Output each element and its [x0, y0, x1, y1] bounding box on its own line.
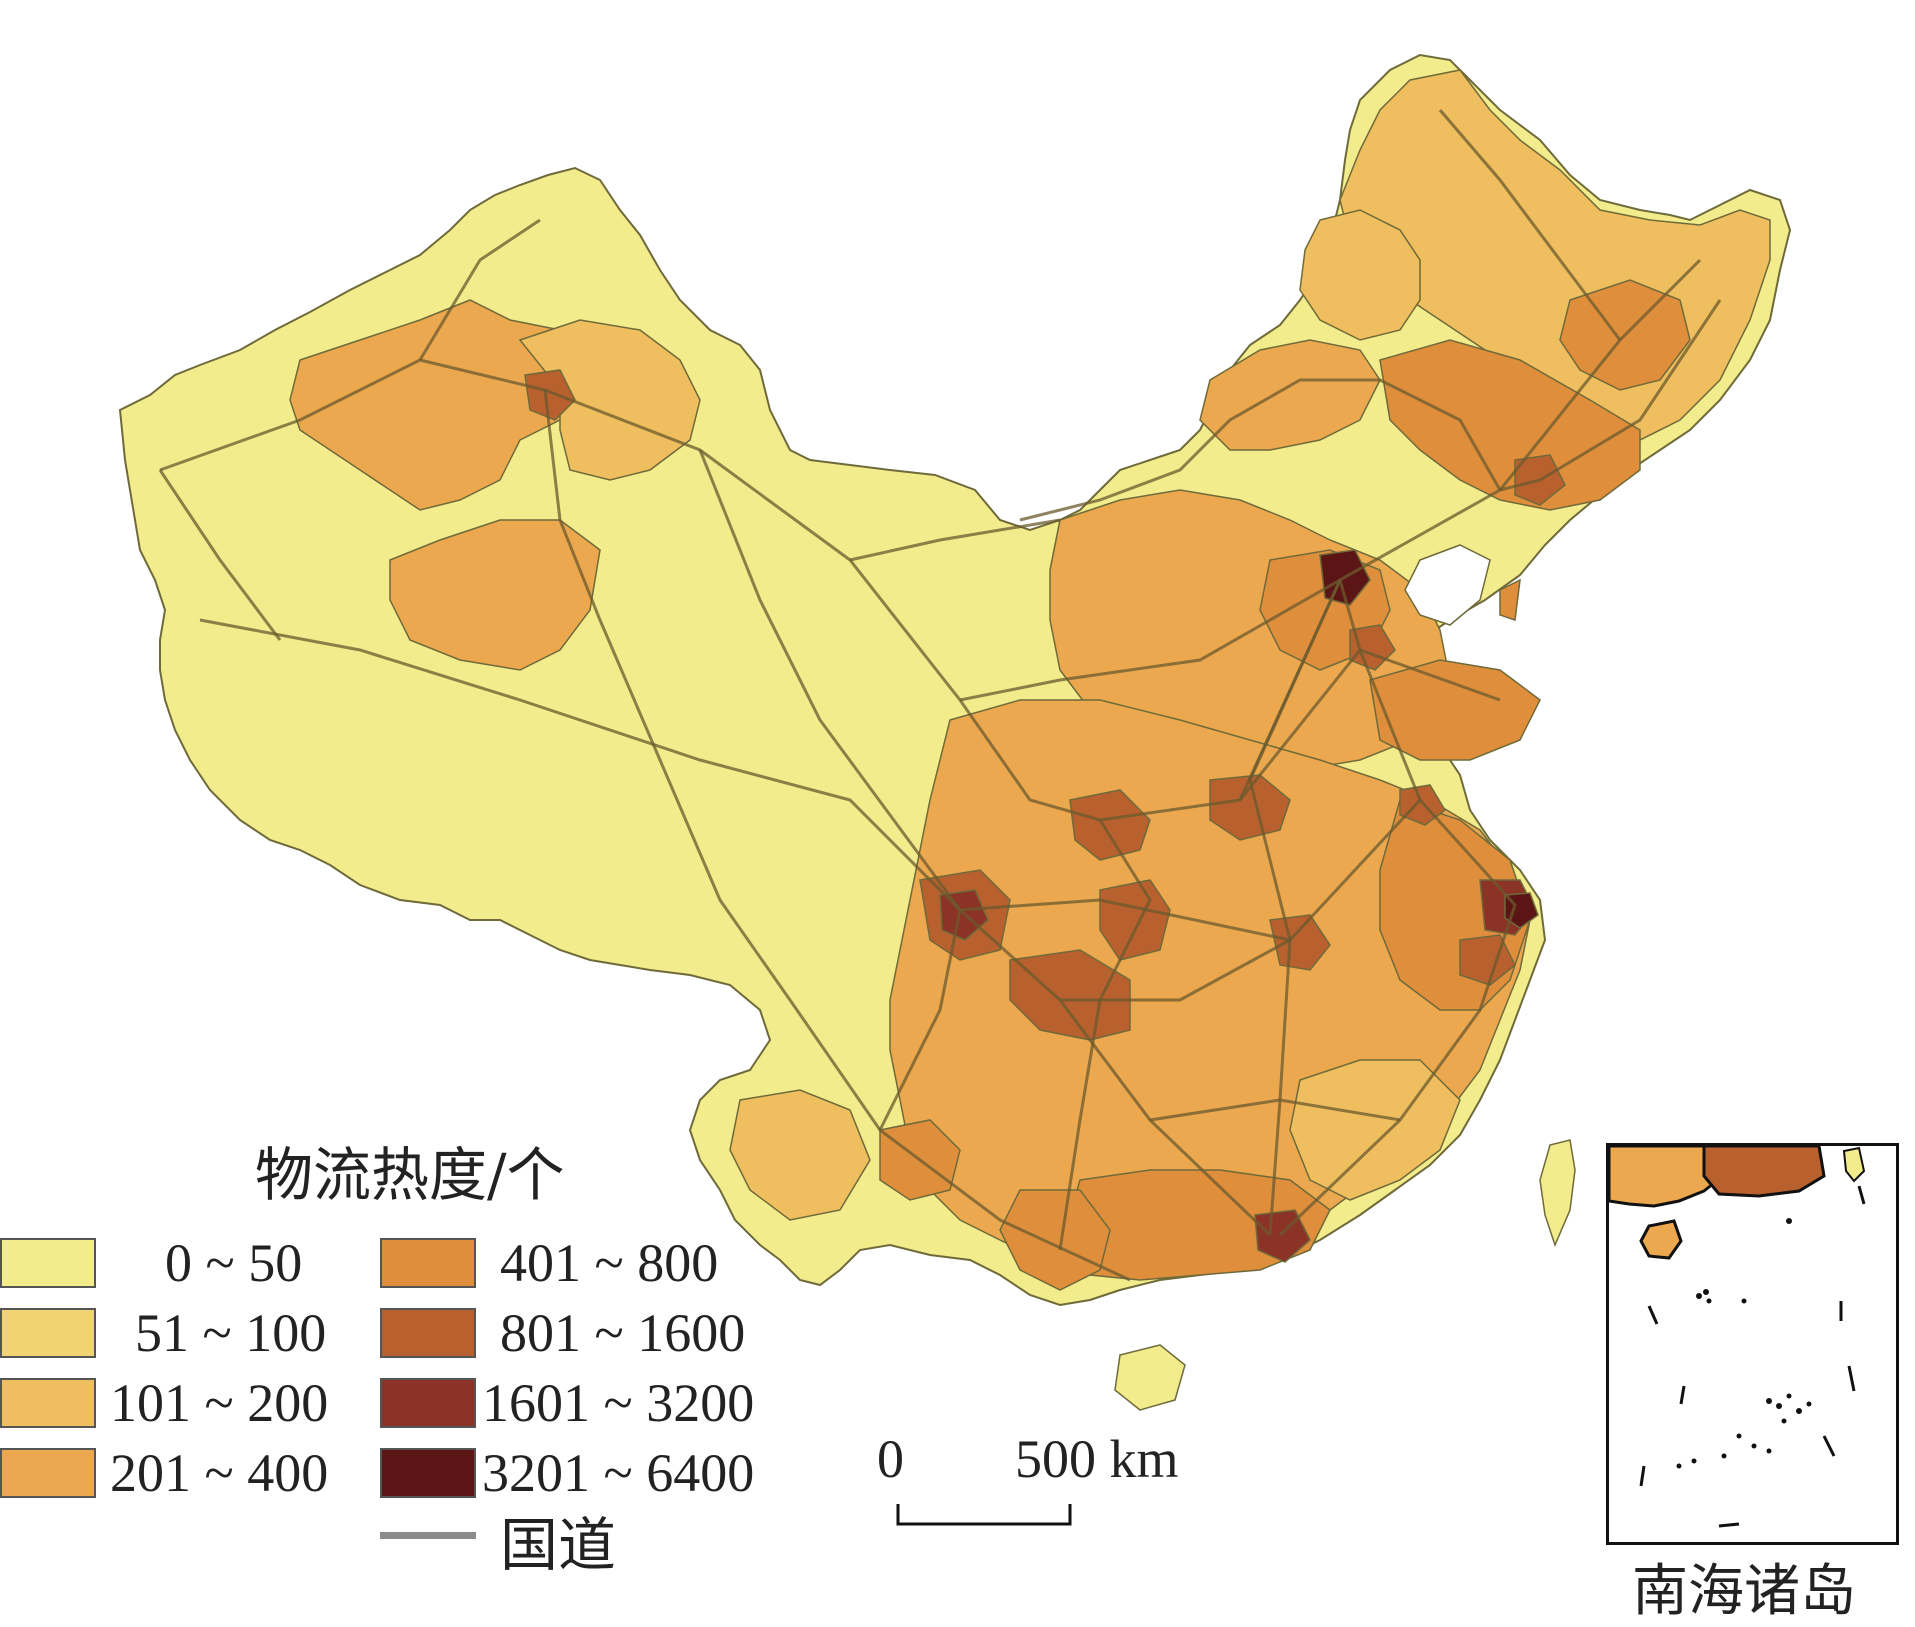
- legend-label: 101 ~ 200: [110, 1373, 329, 1433]
- legend-item-51-100: 51 ~ 100: [0, 1303, 360, 1363]
- south-china-sea-inset: [1606, 1143, 1899, 1545]
- legend-swatch: [0, 1238, 96, 1288]
- region-taiwan: [1539, 1139, 1576, 1248]
- inset-map: [1609, 1146, 1866, 1528]
- national-roads: [158, 109, 1722, 1282]
- inset-caption: 南海诸岛: [1632, 1559, 1856, 1624]
- region-yunnan-west: [729, 1089, 871, 1221]
- bohai-sea: [1404, 544, 1491, 626]
- legend-swatch: [0, 1378, 96, 1428]
- region-hubei-xiangyang: [1099, 879, 1171, 961]
- legend-swatch: [0, 1448, 96, 1498]
- scale-bar: [896, 1504, 1072, 1526]
- legend-label: 0 ~ 50: [165, 1233, 303, 1293]
- road-legend-line: [380, 1532, 476, 1539]
- region-dalian: [1499, 578, 1521, 622]
- region-shandong: [1369, 659, 1541, 761]
- region-chongqing: [1009, 949, 1131, 1041]
- legend-item-801-1600: 801 ~ 1600: [380, 1303, 800, 1363]
- inset-taiwan: [1842, 1146, 1866, 1183]
- inset-islands: [1676, 1218, 1812, 1469]
- legend-label: 1601 ~ 3200: [482, 1373, 755, 1433]
- region-liaoning-jilin: [1379, 339, 1641, 511]
- region-xinjiang-south: [389, 519, 601, 671]
- legend-label: 801 ~ 1600: [500, 1303, 746, 1363]
- region-guangxi: [999, 1189, 1111, 1291]
- legend-item-101-200: 101 ~ 200: [0, 1373, 360, 1433]
- legend-item-3201-6400: 3201 ~ 6400: [380, 1443, 800, 1503]
- region-inner-mongolia-mid: [1199, 339, 1381, 451]
- region-inner-mongolia-east: [1299, 209, 1421, 341]
- legend-swatch: [0, 1308, 96, 1358]
- inset-hainan: [1639, 1219, 1683, 1260]
- legend-item-1601-3200: 1601 ~ 3200: [380, 1373, 800, 1433]
- legend-label: 201 ~ 400: [110, 1443, 329, 1503]
- region-hainan: [1114, 1344, 1186, 1411]
- legend-label: 401 ~ 800: [500, 1233, 719, 1293]
- region-xinjiang-east: [518, 319, 701, 481]
- legend-title: 物流热度/个: [255, 1141, 565, 1209]
- legend-swatch: [380, 1448, 476, 1498]
- legend-item-401-800: 401 ~ 800: [380, 1233, 800, 1293]
- region-shaanxi-xian: [1069, 789, 1151, 861]
- road-legend-label: 国道: [500, 1511, 617, 1579]
- legend-swatch: [380, 1378, 476, 1428]
- legend-label: 3201 ~ 6400: [482, 1443, 755, 1503]
- legend-label: 51 ~ 100: [135, 1303, 327, 1363]
- region-guangzhou-shenzhen: [1254, 1209, 1311, 1263]
- scale-end-label: 500 km: [1015, 1429, 1179, 1489]
- region-urumqi: [524, 369, 576, 421]
- inset-guangdong: [1702, 1146, 1826, 1198]
- legend-item-201-400: 201 ~ 400: [0, 1443, 360, 1503]
- region-fujian: [1289, 1059, 1461, 1201]
- scale-start-label: 0: [877, 1429, 904, 1489]
- legend-item-0-50: 0 ~ 50: [0, 1233, 360, 1293]
- inset-nine-dash-line: [1639, 1185, 1866, 1528]
- legend-swatch: [380, 1308, 476, 1358]
- region-wuhan: [1269, 914, 1331, 971]
- legend-swatch: [380, 1238, 476, 1288]
